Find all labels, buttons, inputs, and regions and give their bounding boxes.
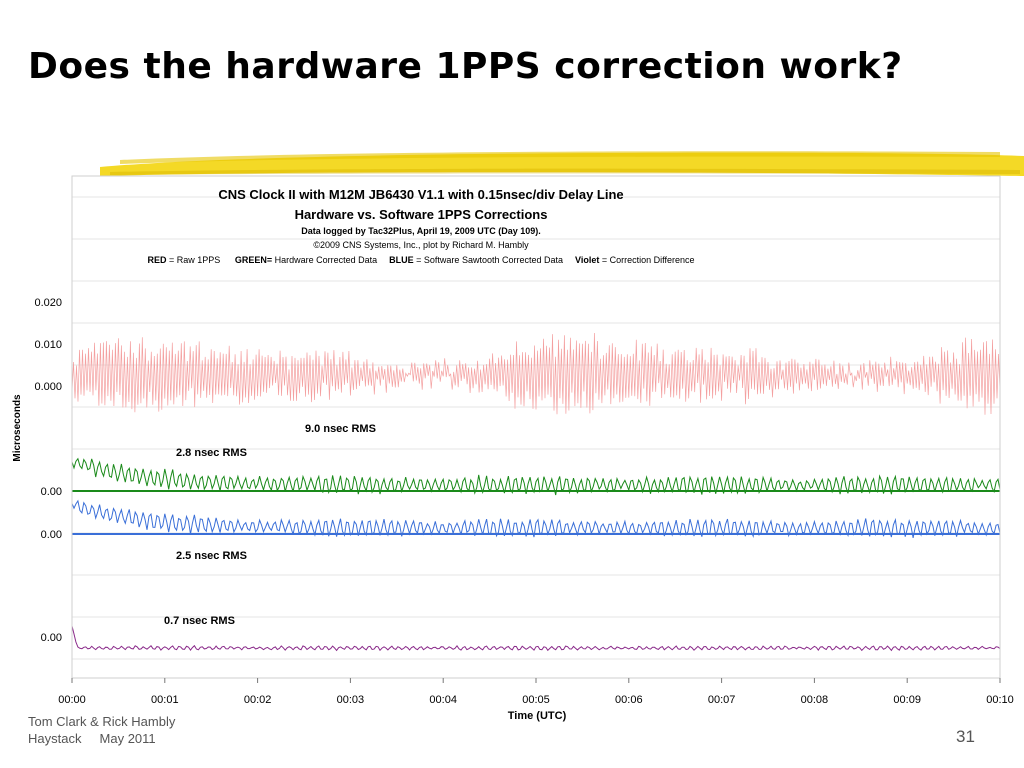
series-line-green bbox=[71, 457, 1001, 496]
chart-legend: RED = Raw 1PPS GREEN= Hardware Corrected… bbox=[148, 255, 695, 265]
x-tick-label: 00:08 bbox=[801, 694, 829, 706]
x-tick-label: 00:01 bbox=[151, 694, 179, 706]
baselines bbox=[72, 490, 1000, 535]
legend-blue-key: BLUE bbox=[389, 255, 414, 265]
x-tick-label: 00:03 bbox=[337, 694, 365, 706]
x-tick-label: 00:10 bbox=[986, 694, 1014, 706]
series-line-violet bbox=[71, 625, 1001, 652]
y-axis-label: Microseconds bbox=[12, 394, 23, 462]
chart-note-logged: Data logged by Tac32Plus, April 19, 2009… bbox=[301, 226, 541, 236]
x-tick-labels: 00:00 00:01 00:02 00:03 00:04 00:05 00:06 00:07… bbox=[58, 678, 1014, 706]
y-tick-label: 0.00 bbox=[41, 486, 62, 498]
grid bbox=[72, 196, 1000, 660]
legend-red-text: Raw 1PPS bbox=[177, 255, 221, 265]
legend-blue-sep: = bbox=[414, 255, 424, 265]
series-lines bbox=[71, 332, 1001, 652]
chart-note-copyright: ©2009 CNS Systems, Inc., plot by Richard… bbox=[313, 240, 529, 250]
y-tick-label: 0.010 bbox=[34, 339, 62, 351]
rms-label-green: 2.8 nsec RMS bbox=[176, 447, 247, 459]
slide-title: Does the hardware 1PPS correction work? bbox=[28, 46, 903, 87]
rms-label-red: 9.0 nsec RMS bbox=[305, 423, 376, 435]
footer-place: Haystack May 2011 bbox=[28, 731, 156, 746]
chart-subtitle: Hardware vs. Software 1PPS Corrections bbox=[295, 207, 548, 222]
legend-green-text: Hardware Corrected Data bbox=[275, 255, 378, 265]
y-tick-label: 0.00 bbox=[41, 529, 62, 541]
legend-violet-sep: = bbox=[599, 255, 609, 265]
plot-frame bbox=[71, 175, 1001, 679]
slide-number: 31 bbox=[956, 727, 975, 746]
y-tick-labels: 0.020 0.010 0.000 0.00 0.00 0.00 bbox=[34, 297, 62, 644]
x-axis-label: Time (UTC) bbox=[508, 710, 567, 722]
footer-authors: Tom Clark & Rick Hambly bbox=[28, 714, 176, 729]
legend-violet-key: Violet bbox=[575, 255, 599, 265]
series-line-red bbox=[71, 332, 1001, 415]
x-tick-label: 00:02 bbox=[244, 694, 272, 706]
x-tick-label: 00:00 bbox=[58, 694, 86, 706]
chart-title: CNS Clock II with M12M JB6430 V1.1 with … bbox=[218, 187, 623, 202]
legend-blue-text: Software Sawtooth Corrected Data bbox=[424, 255, 563, 265]
y-tick-label: 0.00 bbox=[41, 632, 62, 644]
series-line-blue bbox=[71, 499, 1001, 539]
legend-violet-text: Correction Difference bbox=[610, 255, 695, 265]
x-tick-label: 00:04 bbox=[429, 694, 457, 706]
legend-red-sep: = bbox=[167, 255, 177, 265]
y-tick-label: 0.020 bbox=[34, 297, 62, 309]
title-underline-brush bbox=[100, 151, 1024, 176]
x-tick-label: 00:06 bbox=[615, 694, 643, 706]
legend-green-key: GREEN= bbox=[235, 255, 272, 265]
y-tick-label: 0.000 bbox=[34, 381, 62, 393]
x-tick-label: 00:09 bbox=[893, 694, 921, 706]
legend-red-key: RED bbox=[148, 255, 168, 265]
x-tick-label: 00:07 bbox=[708, 694, 736, 706]
rms-label-violet: 0.7 nsec RMS bbox=[164, 615, 235, 627]
x-tick-label: 00:05 bbox=[522, 694, 550, 706]
rms-label-blue: 2.5 nsec RMS bbox=[176, 550, 247, 562]
